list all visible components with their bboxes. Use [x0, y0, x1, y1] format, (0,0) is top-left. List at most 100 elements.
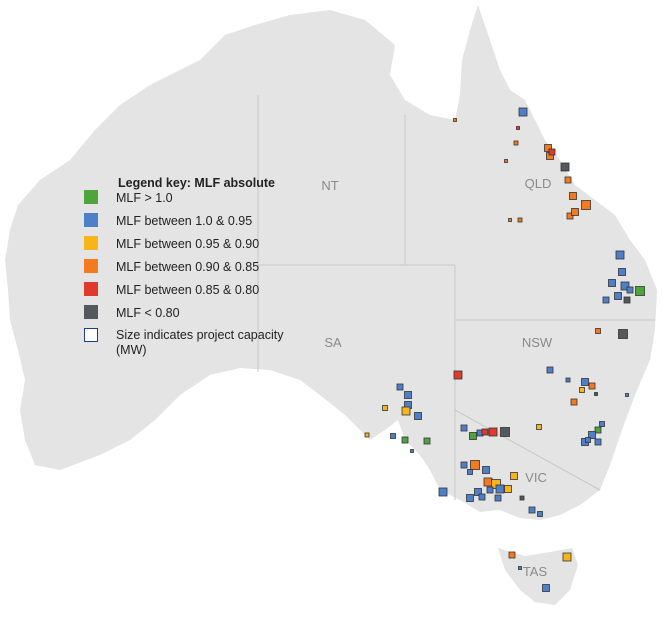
- project-marker: [364, 432, 370, 438]
- project-marker: [404, 391, 412, 399]
- project-marker: [467, 469, 473, 475]
- legend-item: MLF between 0.90 & 0.85: [84, 259, 314, 282]
- project-marker: [401, 436, 409, 444]
- project-marker: [486, 486, 494, 494]
- project-marker: [565, 377, 571, 383]
- project-marker: [581, 200, 591, 210]
- project-marker: [599, 421, 605, 427]
- legend-item: MLF between 1.0 & 0.95: [84, 213, 314, 236]
- region-label: VIC: [525, 470, 547, 485]
- legend-swatch: [84, 282, 98, 296]
- project-marker: [460, 424, 468, 432]
- project-marker: [518, 107, 528, 117]
- project-marker: [460, 461, 468, 469]
- border: [454, 409, 601, 491]
- legend-label: MLF between 0.85 & 0.80: [116, 283, 260, 297]
- project-marker: [494, 494, 502, 502]
- project-marker: [453, 370, 463, 380]
- project-marker: [562, 552, 572, 562]
- project-marker: [620, 281, 630, 291]
- project-marker: [396, 383, 404, 391]
- project-marker: [542, 584, 550, 592]
- legend-label: MLF < 0.80: [116, 306, 180, 320]
- project-marker: [635, 286, 645, 296]
- project-marker: [594, 392, 598, 396]
- project-marker: [495, 484, 505, 494]
- legend-label: MLF between 0.95 & 0.90: [116, 237, 260, 251]
- project-marker: [608, 279, 616, 287]
- project-marker: [570, 398, 578, 406]
- project-marker: [594, 426, 602, 434]
- project-marker: [504, 485, 512, 493]
- project-marker: [382, 405, 388, 411]
- region-label: SA: [324, 335, 342, 350]
- project-marker: [519, 495, 525, 501]
- project-marker: [423, 437, 431, 445]
- project-marker: [528, 506, 536, 514]
- project-marker: [594, 438, 602, 446]
- project-marker: [614, 292, 622, 300]
- project-marker: [438, 487, 448, 497]
- legend-label: MLF between 0.90 & 0.85: [116, 260, 260, 274]
- project-marker: [595, 328, 601, 334]
- project-marker: [510, 472, 518, 480]
- project-marker: [401, 406, 411, 416]
- project-marker: [623, 296, 631, 304]
- project-marker: [414, 412, 422, 420]
- legend-item: MLF between 0.85 & 0.80: [84, 282, 314, 305]
- project-marker: [548, 148, 556, 156]
- project-marker: [560, 162, 570, 172]
- legend-swatch: [84, 259, 98, 273]
- project-marker: [566, 212, 574, 220]
- mainland: [5, 5, 657, 520]
- project-marker: [478, 493, 486, 501]
- project-marker: [585, 437, 591, 443]
- project-marker: [544, 144, 552, 152]
- project-marker: [483, 477, 493, 487]
- region-label: QLD: [525, 176, 552, 191]
- project-marker: [537, 511, 543, 517]
- legend-label: Size indicates project capacity (MW): [116, 328, 284, 357]
- project-marker: [625, 393, 629, 397]
- project-marker: [466, 494, 474, 502]
- legend-swatch: [84, 213, 98, 227]
- legend-title: Legend key: MLF absolute: [118, 176, 275, 190]
- region-label: TAS: [523, 564, 548, 579]
- project-marker: [390, 433, 396, 439]
- project-marker: [513, 140, 519, 146]
- project-marker: [518, 566, 522, 570]
- legend-label: MLF > 1.0: [116, 191, 173, 205]
- legend-swatch: [84, 236, 98, 250]
- project-marker: [546, 366, 554, 374]
- project-marker: [488, 427, 498, 437]
- project-marker: [618, 268, 626, 276]
- project-marker: [615, 250, 625, 260]
- project-marker: [536, 424, 542, 430]
- project-marker: [571, 208, 579, 216]
- project-marker: [588, 431, 596, 439]
- project-marker: [500, 427, 510, 437]
- legend-item: Size indicates project capacity (MW): [84, 328, 314, 364]
- project-marker: [508, 551, 516, 559]
- project-marker: [581, 378, 589, 386]
- tasmania: [498, 548, 578, 605]
- project-marker: [481, 428, 489, 436]
- legend-item: MLF < 0.80: [84, 305, 314, 328]
- project-marker: [564, 176, 572, 184]
- project-marker: [470, 460, 480, 470]
- legend-item: MLF > 1.0: [84, 190, 314, 213]
- project-marker: [474, 488, 482, 496]
- project-marker: [516, 126, 520, 130]
- state-borders: [257, 95, 655, 500]
- legend-item: MLF between 0.95 & 0.90: [84, 236, 314, 259]
- project-marker: [569, 192, 577, 200]
- project-marker: [508, 218, 512, 222]
- legend-label: MLF between 1.0 & 0.95: [116, 214, 253, 228]
- region-label: NT: [321, 178, 338, 193]
- project-marker: [469, 432, 477, 440]
- project-marker: [410, 449, 414, 453]
- legend-swatch: [84, 190, 98, 204]
- project-marker: [626, 286, 634, 294]
